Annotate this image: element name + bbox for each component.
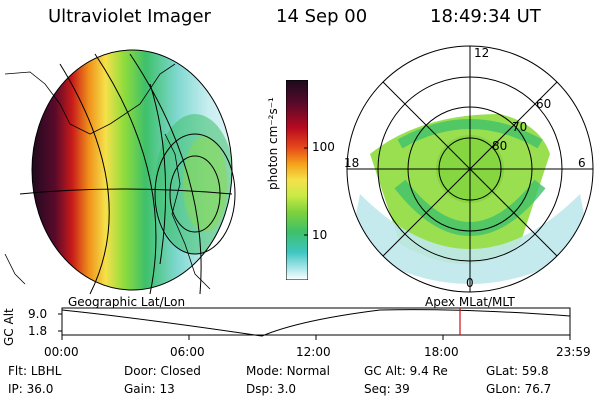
status-door: Door: Closed <box>124 364 201 378</box>
date-label: 14 Sep 00 <box>276 6 368 27</box>
status-glon: GLon: 76.7 <box>486 382 552 396</box>
status-filter: Flt: LBHL <box>8 364 62 378</box>
polar-hour-12: 12 <box>474 46 490 60</box>
polar-lat-70: 70 <box>512 120 528 134</box>
status-gain: Gain: 13 <box>124 382 175 396</box>
status-ip: IP: 36.0 <box>8 382 54 396</box>
colorbar-tick-10: 10 <box>312 228 328 242</box>
status-seq: Seq: 39 <box>364 382 410 396</box>
timeline-xtick-1200: 12:00 <box>296 345 331 359</box>
colorbar-unit-label: photon cm⁻²s⁻¹ <box>266 97 280 190</box>
polar-hour-6: 6 <box>578 156 586 170</box>
timeline-xtick-1800: 18:00 <box>424 345 459 359</box>
polar-image <box>346 45 594 293</box>
instrument-title: Ultraviolet Imager <box>48 6 211 27</box>
status-dsp: Dsp: 3.0 <box>246 382 297 396</box>
polar-lat-80: 80 <box>492 139 508 153</box>
geographic-caption: Geographic Lat/Lon <box>68 295 186 309</box>
altitude-timeline <box>58 307 571 340</box>
status-glat: GLat: 59.8 <box>486 364 549 378</box>
timeline-ytick-1: 1.8 <box>28 324 48 338</box>
timeline-ytick-9: 9.0 <box>28 307 48 321</box>
polar-hour-0: 0 <box>466 276 474 290</box>
status-gc-alt: GC Alt: 9.4 Re <box>364 364 448 378</box>
timeline-xtick-2359: 23:59 <box>556 345 591 359</box>
status-mode: Mode: Normal <box>246 364 330 378</box>
geographic-image <box>4 49 236 295</box>
polar-hour-18: 18 <box>344 156 360 170</box>
time-label: 18:49:34 UT <box>430 6 541 27</box>
colorbar <box>286 80 308 280</box>
colorbar-tick-100: 100 <box>312 140 335 154</box>
timeline-xtick-0600: 06:00 <box>170 345 205 359</box>
polar-lat-60: 60 <box>536 97 552 111</box>
timeline-xtick-0000: 00:00 <box>44 345 79 359</box>
timeline-axis-label: GC Alt <box>2 308 16 346</box>
polar-caption: Apex MLat/MLT <box>425 295 515 309</box>
